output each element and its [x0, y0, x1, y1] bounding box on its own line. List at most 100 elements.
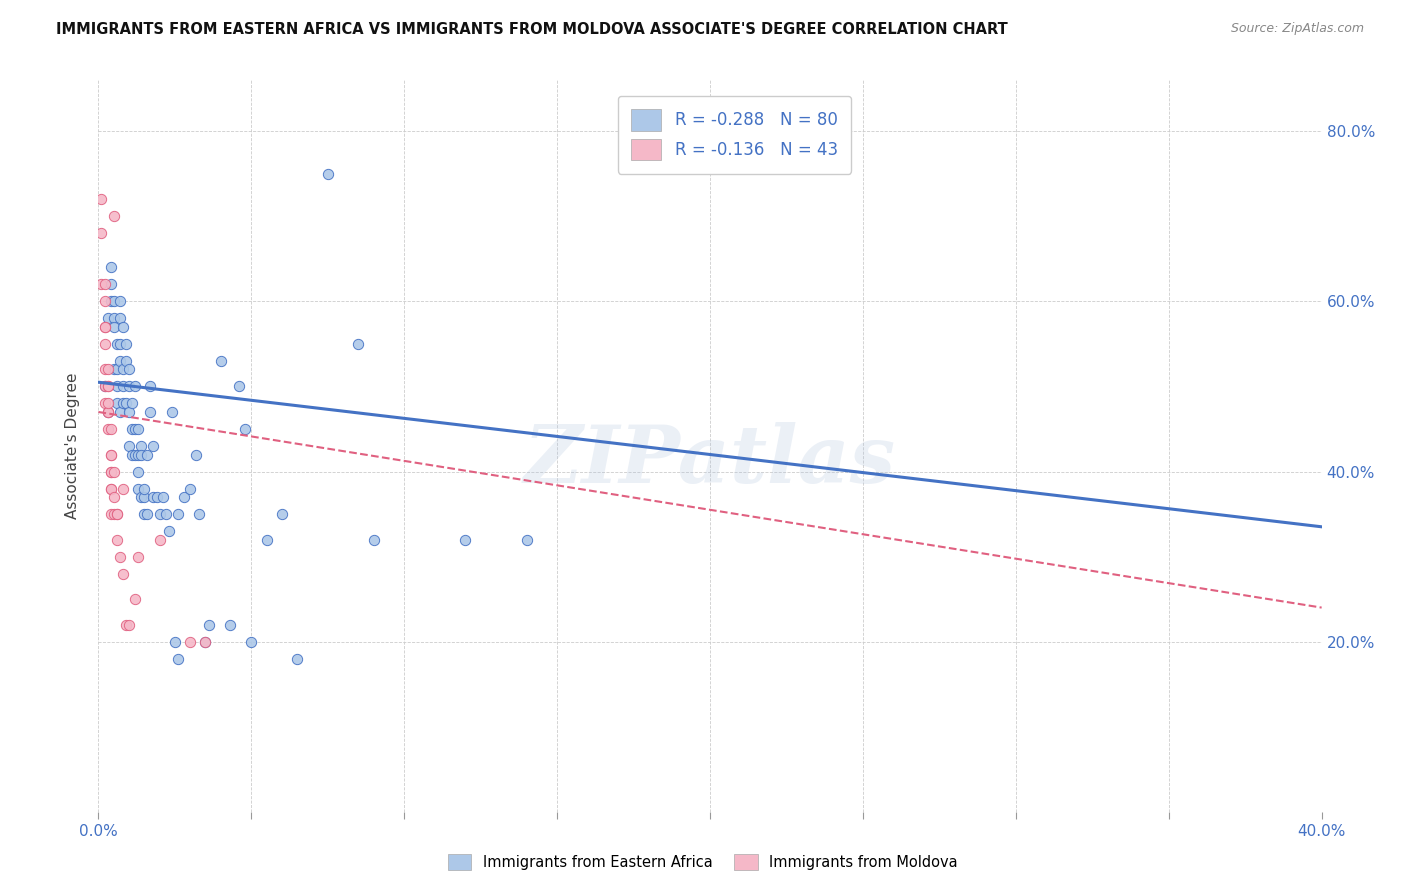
Point: [186, 448, 208, 462]
Legend: Immigrants from Eastern Africa, Immigrants from Moldova: Immigrants from Eastern Africa, Immigran…: [441, 848, 965, 876]
Point: [97, 362, 120, 376]
Point: [108, 311, 131, 326]
Point: [90, 277, 112, 292]
Point: [363, 533, 385, 547]
Point: [115, 354, 138, 368]
Point: [111, 566, 134, 581]
Point: [152, 490, 174, 504]
Point: [194, 634, 217, 648]
Point: [160, 405, 183, 419]
Point: [157, 524, 180, 538]
Point: [105, 362, 128, 376]
Point: [100, 422, 122, 436]
Point: [93, 320, 115, 334]
Text: IMMIGRANTS FROM EASTERN AFRICA VS IMMIGRANTS FROM MOLDOVA ASSOCIATE'S DEGREE COR: IMMIGRANTS FROM EASTERN AFRICA VS IMMIGR…: [56, 22, 1008, 37]
Point: [127, 465, 149, 479]
Point: [115, 337, 138, 351]
Point: [93, 396, 115, 410]
Point: [111, 362, 134, 376]
Point: [118, 362, 141, 376]
Point: [93, 277, 115, 292]
Point: [233, 422, 256, 436]
Point: [127, 482, 149, 496]
Point: [347, 337, 370, 351]
Point: [100, 260, 122, 275]
Point: [103, 490, 125, 504]
Point: [142, 490, 165, 504]
Point: [93, 379, 115, 393]
Point: [108, 337, 131, 351]
Point: [129, 439, 152, 453]
Point: [167, 507, 190, 521]
Point: [118, 617, 141, 632]
Point: [105, 379, 128, 393]
Point: [90, 227, 112, 241]
Point: [108, 354, 131, 368]
Point: [219, 617, 242, 632]
Point: [124, 592, 146, 607]
Point: [121, 396, 143, 410]
Point: [188, 507, 211, 521]
Point: [111, 379, 134, 393]
Point: [97, 405, 120, 419]
Point: [118, 439, 141, 453]
Point: [118, 379, 141, 393]
Point: [105, 337, 128, 351]
Point: [149, 507, 172, 521]
Point: [103, 465, 125, 479]
Point: [256, 533, 278, 547]
Point: [516, 533, 538, 547]
Point: [270, 507, 292, 521]
Point: [124, 422, 146, 436]
Point: [100, 507, 122, 521]
Point: [90, 192, 112, 206]
Point: [118, 405, 141, 419]
Point: [179, 482, 201, 496]
Point: [103, 320, 125, 334]
Point: [167, 651, 190, 665]
Point: [100, 482, 122, 496]
Point: [93, 320, 115, 334]
Point: [228, 379, 250, 393]
Point: [194, 634, 217, 648]
Point: [97, 422, 120, 436]
Point: [97, 396, 120, 410]
Point: [105, 533, 128, 547]
Point: [179, 634, 201, 648]
Point: [127, 422, 149, 436]
Point: [240, 634, 263, 648]
Point: [155, 507, 177, 521]
Point: [108, 294, 131, 309]
Point: [121, 422, 143, 436]
Point: [121, 448, 143, 462]
Point: [105, 507, 128, 521]
Legend: R = -0.288   N = 80, R = -0.136   N = 43: R = -0.288 N = 80, R = -0.136 N = 43: [617, 96, 851, 174]
Point: [93, 362, 115, 376]
Point: [100, 277, 122, 292]
Point: [454, 533, 477, 547]
Point: [285, 651, 308, 665]
Point: [115, 396, 138, 410]
Point: [97, 405, 120, 419]
Point: [100, 448, 122, 462]
Point: [129, 448, 152, 462]
Point: [134, 482, 156, 496]
Text: ZIPatlas: ZIPatlas: [524, 422, 896, 500]
Point: [103, 507, 125, 521]
Point: [93, 337, 115, 351]
Point: [97, 379, 120, 393]
Point: [111, 482, 134, 496]
Point: [209, 354, 232, 368]
Point: [103, 362, 125, 376]
Point: [139, 379, 162, 393]
Point: [111, 396, 134, 410]
Point: [108, 549, 131, 564]
Point: [142, 439, 165, 453]
Point: [103, 210, 125, 224]
Point: [103, 311, 125, 326]
Point: [105, 507, 128, 521]
Point: [124, 448, 146, 462]
Point: [93, 379, 115, 393]
Point: [136, 507, 159, 521]
Point: [173, 490, 195, 504]
